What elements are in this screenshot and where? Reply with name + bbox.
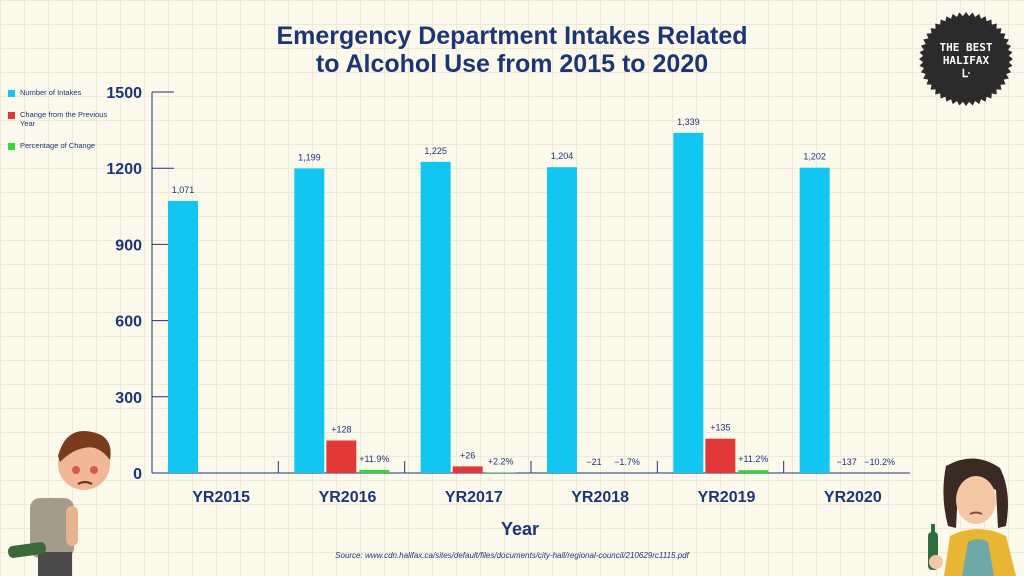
bar-intakes	[673, 132, 704, 474]
legend-item-change: Change from the Previous Year	[8, 110, 108, 128]
data-label-intakes: 1,199	[298, 152, 321, 162]
bar-percentage	[485, 472, 516, 473]
x-tick-label: YR2017	[445, 489, 503, 506]
x-tick-label: YR2018	[571, 489, 629, 506]
y-tick-label: 300	[115, 390, 142, 407]
brand-badge: THE BEST HALIFAX ᒷ	[918, 11, 1014, 107]
bar-intakes	[547, 167, 577, 473]
bar-change	[705, 438, 736, 473]
legend-swatch-change	[8, 112, 15, 119]
x-tick-label: YR2020	[824, 489, 882, 506]
title-line-2: to Alcohol Use from 2015 to 2020	[315, 50, 709, 78]
x-tick-label: YR2019	[698, 489, 756, 506]
data-label-percentage: −10.2%	[864, 457, 895, 467]
sad-woman-illustration	[928, 458, 1016, 576]
data-label-change: +26	[460, 450, 475, 460]
y-tick-label: 900	[115, 237, 142, 254]
badge-mark: ᒷ	[961, 67, 971, 80]
data-label-percentage: +11.2%	[738, 454, 768, 464]
badge-seal-shape	[919, 12, 1013, 106]
x-tick-label: YR2015	[192, 489, 250, 506]
data-label-intakes: 1,225	[424, 146, 447, 156]
title-line-1: Emergency Department Intakes Related	[276, 22, 748, 50]
y-tick-label: 1200	[106, 161, 142, 178]
legend-item-intakes: Number of Intakes	[8, 88, 108, 97]
y-tick-label: 1500	[106, 85, 142, 102]
legend: Number of Intakes Change from the Previo…	[8, 88, 108, 163]
data-label-intakes: 1,071	[172, 185, 195, 195]
tired-man-illustration	[7, 431, 111, 576]
legend-label-intakes: Number of Intakes	[20, 88, 82, 97]
badge-line-1: THE BEST	[939, 41, 993, 54]
data-label-percentage: +2.2%	[488, 456, 514, 466]
data-label-intakes: 1,202	[803, 152, 826, 162]
y-tick-label: 0	[133, 466, 142, 483]
badge-text: THE BEST HALIFAX ᒷ	[918, 41, 1014, 80]
y-tick-label: 600	[115, 314, 142, 331]
x-tick-label: YR2016	[319, 489, 377, 506]
legend-label-change: Change from the Previous Year	[20, 110, 108, 128]
bar-percentage	[738, 470, 769, 473]
chart-title: Emergency Department Intakes Related to …	[200, 22, 824, 78]
bar-intakes	[420, 161, 451, 473]
bar-intakes	[294, 168, 325, 474]
data-label-intakes: 1,204	[551, 151, 574, 161]
data-label-percentage: +11.9%	[359, 454, 389, 464]
x-axis-title: Year	[501, 519, 539, 539]
data-label-intakes: 1,339	[677, 117, 700, 127]
data-label-change: −137	[837, 457, 857, 467]
legend-label-percentage: Percentage of Change	[20, 141, 96, 150]
bar-intakes	[799, 167, 830, 473]
legend-item-percentage: Percentage of Change	[8, 141, 108, 150]
data-label-percentage: −1.7%	[614, 457, 640, 467]
bar-change	[452, 466, 483, 473]
bar-change	[326, 440, 357, 473]
data-label-change: −21	[586, 457, 601, 467]
bar-intakes	[168, 200, 198, 473]
data-label-change: +135	[710, 423, 730, 433]
badge-line-2: HALIFAX	[942, 54, 990, 67]
source-note: Source: www.cdn.halifax.ca/sites/default…	[335, 551, 689, 560]
data-label-change: +128	[331, 424, 351, 434]
legend-swatch-percentage	[8, 143, 15, 150]
bar-percentage	[359, 469, 390, 473]
legend-swatch-intakes	[8, 90, 15, 97]
